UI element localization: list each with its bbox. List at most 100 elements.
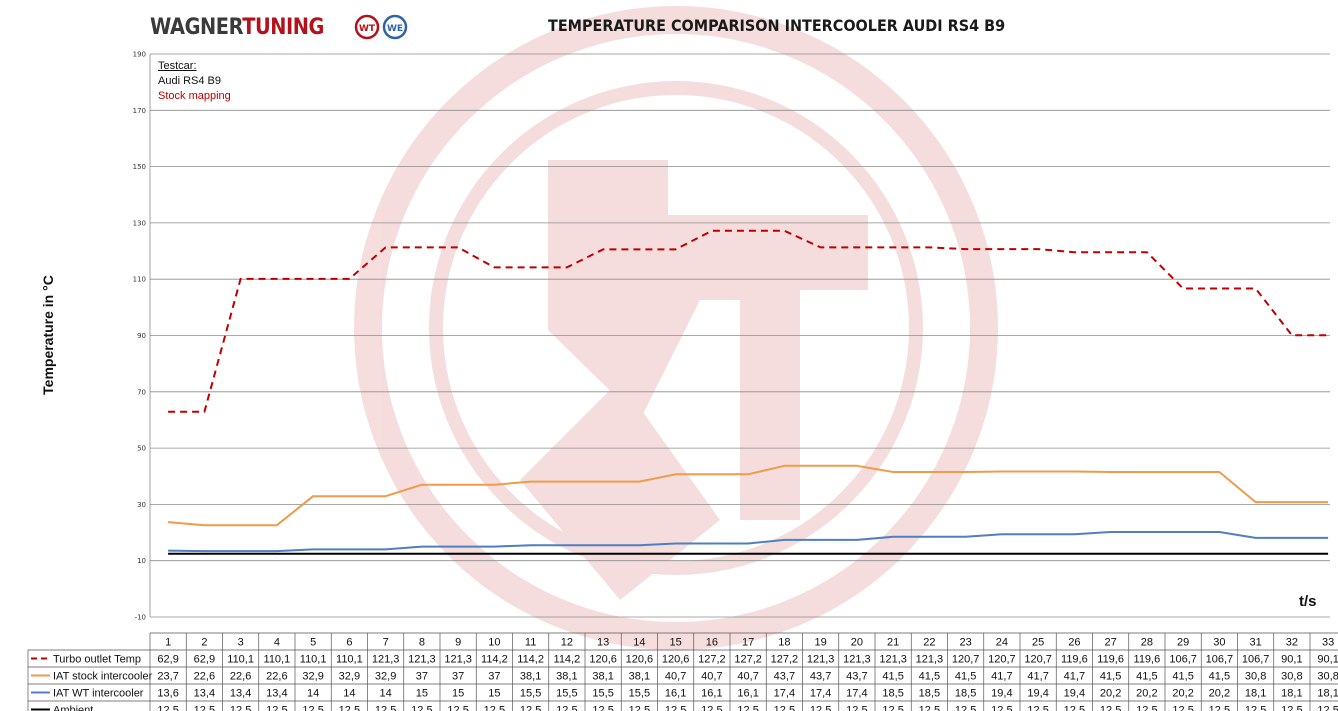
data-label: 13,4 bbox=[194, 688, 215, 700]
testcar-annotation: Testcar: Audi RS4 B9 Stock mapping bbox=[158, 59, 231, 104]
data-label: 127,2 bbox=[734, 654, 762, 666]
data-label: 43,7 bbox=[846, 671, 867, 683]
data-label: 12,5 bbox=[810, 705, 831, 711]
data-label: 16,1 bbox=[701, 688, 722, 700]
data-label: 12,5 bbox=[411, 705, 432, 711]
data-label: 12,5 bbox=[1317, 705, 1338, 711]
data-label: 12,5 bbox=[955, 705, 976, 711]
data-label: 12,5 bbox=[1136, 705, 1157, 711]
data-label: 120,7 bbox=[952, 654, 980, 666]
series-lines bbox=[168, 229, 1329, 555]
x-tick-label: 24 bbox=[996, 637, 1008, 649]
data-label: 13,4 bbox=[230, 688, 251, 700]
annotation-car: Audi RS4 B9 bbox=[158, 75, 221, 87]
data-label: 12,5 bbox=[302, 705, 323, 711]
data-label: 16,1 bbox=[737, 688, 758, 700]
data-label: 41,5 bbox=[1172, 671, 1193, 683]
x-tick-label: 10 bbox=[488, 637, 500, 649]
data-label: 12,5 bbox=[737, 705, 758, 711]
y-tick-label: 110 bbox=[133, 276, 146, 284]
data-label: 12,5 bbox=[919, 705, 940, 711]
data-label: 120,7 bbox=[988, 654, 1016, 666]
data-label: 127,2 bbox=[771, 654, 799, 666]
data-label: 20,2 bbox=[1172, 688, 1193, 700]
data-label: 19,4 bbox=[1027, 688, 1048, 700]
data-label: 120,6 bbox=[626, 654, 654, 666]
data-label: 12,5 bbox=[484, 705, 505, 711]
data-label: 121,3 bbox=[916, 654, 944, 666]
data-label: 121,3 bbox=[372, 654, 400, 666]
x-tick-label: 32 bbox=[1286, 637, 1298, 649]
data-label: 15,5 bbox=[592, 688, 613, 700]
x-tick-label: 21 bbox=[887, 637, 899, 649]
x-tick-label: 8 bbox=[419, 637, 425, 649]
y-axis-label: Temperature in °C bbox=[40, 275, 56, 395]
data-label: 41,5 bbox=[955, 671, 976, 683]
data-label: 15 bbox=[416, 688, 428, 700]
data-label: 23,7 bbox=[157, 671, 178, 683]
data-label: 120,6 bbox=[662, 654, 690, 666]
data-label: 38,1 bbox=[520, 671, 541, 683]
data-label: 32,9 bbox=[339, 671, 360, 683]
data-label: 41,5 bbox=[1100, 671, 1121, 683]
data-label: 15 bbox=[452, 688, 464, 700]
data-label: 18,5 bbox=[882, 688, 903, 700]
data-label: 19,4 bbox=[991, 688, 1012, 700]
data-label: 37 bbox=[416, 671, 428, 683]
data-table: 1 2 3 4 5 6 7 8 9 10 11 12 13 14 15 16 17 18 19 20 21 22 23 24 2… bbox=[27, 632, 1338, 711]
x-tick-label: 6 bbox=[346, 637, 352, 649]
x-tick-label: 27 bbox=[1105, 637, 1117, 649]
data-label: 38,1 bbox=[629, 671, 650, 683]
data-label: 12,5 bbox=[266, 705, 287, 711]
data-label: 30,8 bbox=[1245, 671, 1266, 683]
x-tick-label: 31 bbox=[1250, 637, 1262, 649]
x-tick-label: 28 bbox=[1141, 637, 1153, 649]
x-tick-label: 25 bbox=[1032, 637, 1044, 649]
data-label: 12,5 bbox=[1064, 705, 1085, 711]
data-label: 41,7 bbox=[991, 671, 1012, 683]
x-tick-label: 14 bbox=[633, 637, 645, 649]
data-label: 121,3 bbox=[408, 654, 436, 666]
data-label: 32,9 bbox=[302, 671, 323, 683]
data-label: 12,5 bbox=[520, 705, 541, 711]
y-tick-label: -10 bbox=[135, 614, 146, 622]
data-label: 12,5 bbox=[629, 705, 650, 711]
data-label: 43,7 bbox=[810, 671, 831, 683]
data-label: 12,5 bbox=[194, 705, 215, 711]
y-tick-label: 50 bbox=[137, 445, 146, 453]
x-tick-label: 29 bbox=[1177, 637, 1189, 649]
x-tick-label: 16 bbox=[706, 637, 718, 649]
data-label: 12,5 bbox=[846, 705, 867, 711]
x-tick-label: 23 bbox=[960, 637, 972, 649]
data-label: 41,7 bbox=[1064, 671, 1085, 683]
data-label: 90,1 bbox=[1317, 654, 1338, 666]
x-tick-label: 12 bbox=[561, 637, 573, 649]
x-tick-label: 33 bbox=[1322, 637, 1334, 649]
data-label: 12,5 bbox=[1100, 705, 1121, 711]
data-label: 13,4 bbox=[266, 688, 287, 700]
annotation-mapping: Stock mapping bbox=[158, 90, 231, 102]
data-label: 12,5 bbox=[1281, 705, 1302, 711]
data-label: 40,7 bbox=[737, 671, 758, 683]
data-label: 106,7 bbox=[1242, 654, 1270, 666]
x-tick-label: 2 bbox=[201, 637, 207, 649]
wt-badge-text: WT bbox=[359, 24, 376, 34]
x-tick-label: 7 bbox=[383, 637, 389, 649]
data-label: 22,6 bbox=[266, 671, 287, 683]
data-label: 12,5 bbox=[882, 705, 903, 711]
data-label: 119,6 bbox=[1097, 654, 1124, 666]
data-label: 121,3 bbox=[444, 654, 472, 666]
data-label: 119,6 bbox=[1061, 654, 1088, 666]
grid-lines bbox=[149, 53, 1330, 618]
data-label: 30,8 bbox=[1281, 671, 1302, 683]
chart-title: TEMPERATURE COMPARISON INTERCOOLER AUDI … bbox=[548, 16, 1006, 35]
brand-logo: WAGNERTUNING WT WE bbox=[150, 12, 414, 42]
data-label: 110,1 bbox=[300, 654, 327, 666]
data-label: 110,1 bbox=[336, 654, 363, 666]
data-label: 12,5 bbox=[230, 705, 251, 711]
x-tick-label: 1 bbox=[165, 637, 171, 649]
y-axis-ticks: -10 10 30 50 70 90 110 130 150 170 190 bbox=[133, 51, 146, 622]
data-label: 18,1 bbox=[1245, 688, 1266, 700]
series-line-turbo-outlet-temp bbox=[168, 229, 1329, 413]
x-tick-label: 5 bbox=[310, 637, 316, 649]
